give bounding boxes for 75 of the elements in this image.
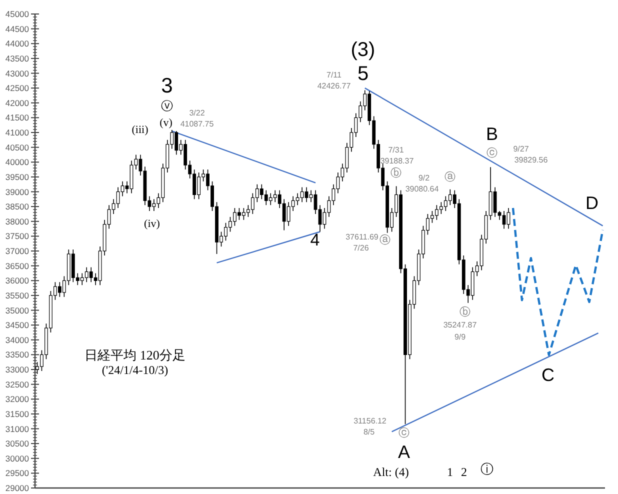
y-tick-label: 43000 bbox=[5, 68, 30, 78]
annotation: 39829.56 bbox=[514, 156, 548, 164]
y-tick-label: 43500 bbox=[5, 53, 30, 64]
annotation: 7/31 bbox=[388, 146, 404, 154]
annotation: 35247.87 bbox=[443, 320, 478, 330]
y-tick-label: 40500 bbox=[5, 142, 30, 152]
annotation: ⓐ bbox=[380, 234, 390, 246]
annotation: 4 bbox=[310, 230, 320, 250]
y-tick-label: 44500 bbox=[5, 24, 30, 34]
y-tick-label: 41500 bbox=[5, 112, 30, 123]
y-tick-label: 35000 bbox=[5, 305, 30, 316]
y-tick-label: 36500 bbox=[5, 260, 30, 271]
candlestick bbox=[116, 186, 120, 208]
annotation: 39080.64 bbox=[405, 184, 440, 194]
annotation: C bbox=[542, 365, 554, 385]
y-tick-label: 39000 bbox=[5, 186, 30, 197]
y-tick-label: 32000 bbox=[5, 394, 30, 404]
annotation: ⓒ bbox=[398, 426, 410, 440]
annotation: 3 bbox=[161, 74, 173, 98]
text: ('24/1/4-10/3) bbox=[102, 363, 168, 377]
y-tick-label: 34000 bbox=[5, 334, 30, 345]
annotation: ⓑ bbox=[460, 306, 470, 318]
annotation: ⓘ bbox=[480, 462, 494, 478]
annotation: 31156.12 bbox=[354, 416, 387, 426]
y-tick-label: 41000 bbox=[5, 128, 30, 138]
y-tick-label: 31000 bbox=[5, 424, 30, 434]
annotation: (v) bbox=[160, 117, 173, 129]
annotation: A bbox=[398, 442, 410, 462]
y-tick-label: 33000 bbox=[5, 364, 30, 374]
y-tick-label: 35500 bbox=[5, 290, 30, 300]
annotation: ⓒ bbox=[486, 146, 498, 160]
y-tick-label: 33500 bbox=[5, 350, 30, 360]
y-tick-label: 38500 bbox=[5, 202, 30, 212]
annotation: 41087.75 bbox=[180, 120, 214, 128]
y-tick-label: 36000 bbox=[5, 276, 30, 286]
y-tick-label: 32500 bbox=[5, 379, 30, 390]
y-tick-label: 45000 bbox=[5, 9, 30, 19]
annotation: ⓐ bbox=[444, 170, 456, 184]
annotation: 3/22 bbox=[189, 108, 206, 118]
y-tick-label: 29000 bbox=[5, 483, 30, 493]
annotation: (iii) bbox=[132, 124, 149, 136]
annotation: 7/26 bbox=[353, 244, 370, 252]
annotation: (3) bbox=[350, 39, 376, 61]
y-tick-label: 42500 bbox=[5, 83, 30, 94]
annotation: 9/27 bbox=[513, 144, 530, 154]
annotation: 8/5 bbox=[363, 428, 376, 436]
y-tick-label: 30500 bbox=[5, 438, 30, 449]
annotation: 42426.77 bbox=[317, 82, 352, 90]
annotation: ⓑ bbox=[390, 166, 402, 180]
y-tick-label: 37000 bbox=[5, 246, 30, 256]
annotation: D bbox=[586, 193, 598, 213]
annotation: ⓥ bbox=[161, 99, 173, 113]
text: 日経平均 120分足 bbox=[84, 348, 186, 362]
y-tick-label: 29500 bbox=[5, 468, 30, 478]
annotation: 7/11 bbox=[326, 70, 342, 80]
y-tick-label: 30000 bbox=[5, 453, 30, 464]
annotation: B bbox=[486, 124, 498, 144]
y-tick-label: 40000 bbox=[5, 157, 30, 168]
annotation: 9/9 bbox=[454, 332, 466, 342]
annotation: 2 bbox=[461, 465, 467, 479]
y-tick-label: 42000 bbox=[5, 98, 30, 108]
annotation: (iv) bbox=[144, 218, 160, 230]
annotation: Alt: (4) bbox=[373, 465, 409, 479]
y-tick-label: 38000 bbox=[5, 216, 30, 226]
y-tick-label: 37500 bbox=[5, 231, 30, 242]
y-tick-label: 39500 bbox=[5, 172, 30, 182]
annotation: 1 bbox=[447, 465, 453, 479]
annotation: 9/2 bbox=[418, 174, 430, 182]
y-tick-label: 44000 bbox=[5, 38, 30, 49]
y-tick-label: 31500 bbox=[5, 408, 30, 419]
annotation: 39188.37 bbox=[380, 156, 414, 166]
candlestick bbox=[304, 186, 308, 203]
annotation: 37611.69 bbox=[346, 232, 379, 242]
annotation: 5 bbox=[357, 63, 369, 85]
y-tick-label: 34500 bbox=[5, 320, 30, 330]
